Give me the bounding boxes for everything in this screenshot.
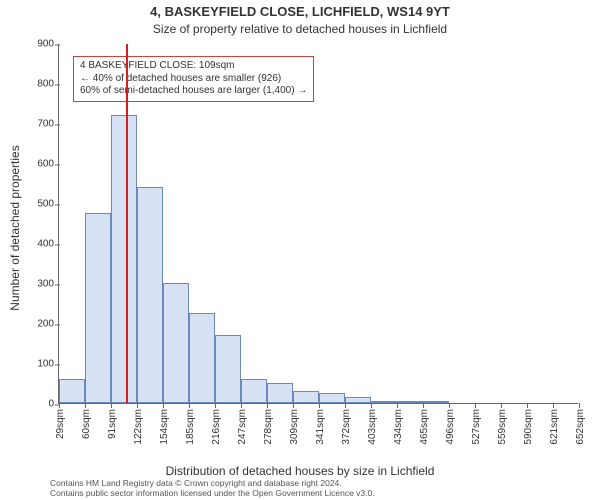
y-tick: 700 [37, 119, 59, 130]
histogram-bar [59, 379, 85, 403]
x-tick-mark [241, 403, 242, 408]
histogram-bar [423, 401, 449, 403]
y-tick: 200 [37, 319, 59, 330]
y-tick: 900 [37, 39, 59, 50]
x-tick-label: 465sqm [419, 409, 430, 445]
footnote: Contains HM Land Registry data © Crown c… [50, 479, 590, 498]
histogram-bar [137, 187, 163, 403]
chart-subtitle: Size of property relative to detached ho… [0, 22, 600, 36]
x-tick-label: 216sqm [211, 409, 222, 445]
y-tick: 800 [37, 79, 59, 90]
plot-area: 4 BASKEYFIELD CLOSE: 109sqm ← 40% of det… [58, 44, 578, 404]
histogram-bar [267, 383, 293, 403]
x-tick-label: 309sqm [289, 409, 300, 445]
footnote-line-2: Contains public sector information licen… [50, 489, 590, 498]
x-tick-mark [579, 403, 580, 408]
x-tick-label: 247sqm [237, 409, 248, 445]
x-tick-mark [397, 403, 398, 408]
x-tick-label: 434sqm [393, 409, 404, 445]
x-tick-mark [423, 403, 424, 408]
x-tick-label: 559sqm [497, 409, 508, 445]
y-tick: 300 [37, 279, 59, 290]
x-tick-mark [215, 403, 216, 408]
x-tick-mark [449, 403, 450, 408]
x-tick-mark [111, 403, 112, 408]
histogram-bar [163, 283, 189, 403]
x-tick-mark [501, 403, 502, 408]
x-tick-label: 60sqm [81, 409, 92, 439]
x-tick-mark [163, 403, 164, 408]
x-tick-label: 341sqm [315, 409, 326, 445]
x-tick-label: 122sqm [133, 409, 144, 445]
x-tick-label: 496sqm [445, 409, 456, 445]
x-tick-mark [345, 403, 346, 408]
x-tick-label: 278sqm [263, 409, 274, 445]
histogram-bar [85, 213, 111, 403]
x-tick-mark [475, 403, 476, 408]
x-tick-label: 372sqm [341, 409, 352, 445]
x-tick-label: 590sqm [523, 409, 534, 445]
x-tick-mark [319, 403, 320, 408]
y-axis-label: Number of detached properties [8, 63, 22, 228]
x-tick-label: 621sqm [549, 409, 560, 445]
y-tick: 600 [37, 159, 59, 170]
annotation-box: 4 BASKEYFIELD CLOSE: 109sqm ← 40% of det… [73, 56, 314, 102]
histogram-bar [345, 397, 371, 403]
y-tick: 400 [37, 239, 59, 250]
x-tick-mark [59, 403, 60, 408]
x-tick-label: 403sqm [367, 409, 378, 445]
histogram-bar [371, 401, 397, 403]
x-tick-mark [137, 403, 138, 408]
y-tick: 500 [37, 199, 59, 210]
annotation-line-1: 4 BASKEYFIELD CLOSE: 109sqm [80, 60, 307, 73]
histogram-bar [293, 391, 319, 403]
histogram-bar [215, 335, 241, 403]
histogram-bar [319, 393, 345, 403]
y-tick: 100 [37, 359, 59, 370]
histogram-bar [241, 379, 267, 403]
x-tick-mark [189, 403, 190, 408]
chart-container: 4, BASKEYFIELD CLOSE, LICHFIELD, WS14 9Y… [0, 0, 600, 500]
x-axis-label: Distribution of detached houses by size … [0, 464, 600, 478]
x-tick-label: 527sqm [471, 409, 482, 445]
x-tick-label: 652sqm [575, 409, 586, 445]
x-tick-mark [293, 403, 294, 408]
histogram-bar [189, 313, 215, 403]
x-tick-label: 91sqm [107, 409, 118, 439]
x-tick-mark [527, 403, 528, 408]
x-tick-label: 29sqm [55, 409, 66, 439]
x-tick-label: 185sqm [185, 409, 196, 445]
x-tick-mark [85, 403, 86, 408]
x-tick-label: 154sqm [159, 409, 170, 445]
histogram-bar [397, 401, 423, 403]
x-tick-mark [267, 403, 268, 408]
marker-line [126, 44, 128, 403]
x-tick-mark [371, 403, 372, 408]
annotation-line-2: ← 40% of detached houses are smaller (92… [80, 73, 307, 86]
x-tick-mark [553, 403, 554, 408]
histogram-bar [111, 115, 137, 403]
chart-title: 4, BASKEYFIELD CLOSE, LICHFIELD, WS14 9Y… [0, 4, 600, 19]
annotation-line-3: 60% of semi-detached houses are larger (… [80, 85, 307, 98]
y-tick: 0 [48, 399, 59, 410]
